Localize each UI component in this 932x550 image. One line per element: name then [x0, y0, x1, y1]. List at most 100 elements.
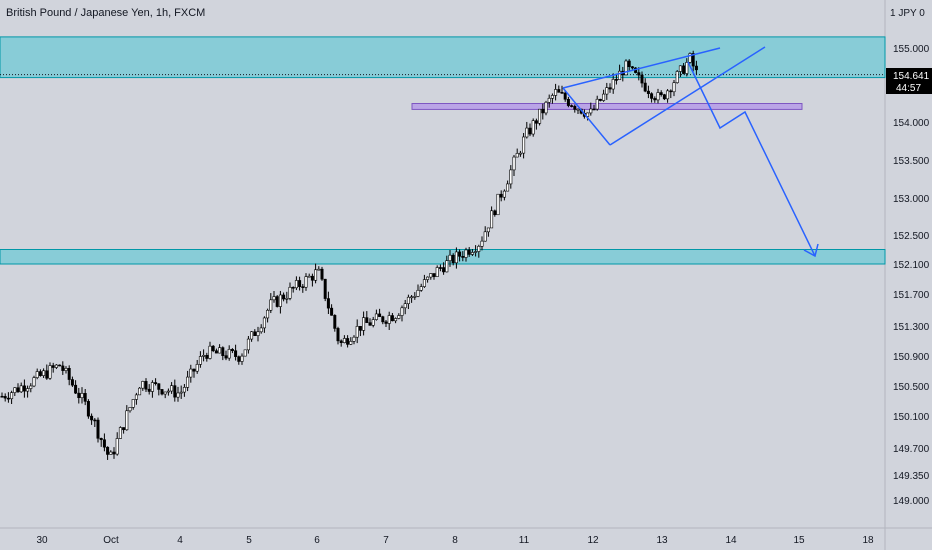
- candle-body: [160, 389, 164, 395]
- candle-body: [611, 79, 615, 90]
- candles-layer: [0, 50, 698, 460]
- candle-body: [90, 415, 94, 421]
- x-tick-label: 11: [519, 535, 530, 546]
- candle-body: [544, 101, 548, 114]
- candle-body: [438, 267, 442, 269]
- candle-body: [467, 249, 471, 255]
- candle-body: [608, 87, 612, 90]
- candle-body: [131, 399, 135, 408]
- candle-body: [454, 251, 458, 264]
- candle-body: [659, 92, 663, 95]
- x-tick-label: 8: [452, 535, 458, 546]
- candle-body: [317, 268, 321, 271]
- candle-body: [35, 371, 39, 378]
- x-axis: 30 Oct 4 5 6 7 8 11 12 13 14 15 18: [36, 535, 874, 546]
- candle-body: [173, 385, 177, 398]
- candle-body: [595, 98, 599, 110]
- candle-body: [643, 82, 647, 92]
- candle-body: [349, 341, 353, 345]
- candle-body: [486, 227, 490, 233]
- candle-body: [61, 365, 65, 371]
- candle-body: [67, 368, 71, 380]
- candle-body: [387, 315, 391, 324]
- x-tick-label: 5: [246, 535, 252, 546]
- candle-body: [182, 387, 186, 393]
- candle-body: [96, 419, 100, 439]
- candle-body: [134, 394, 138, 400]
- candle-body: [637, 72, 641, 76]
- candle-body: [22, 385, 26, 392]
- zone-0: [0, 36, 886, 79]
- candle-body: [422, 279, 426, 287]
- candle-body: [416, 289, 420, 297]
- currency-label: 1 JPY 0: [890, 8, 925, 19]
- x-tick-label: 18: [862, 535, 874, 546]
- candle-body: [576, 108, 580, 111]
- candle-body: [627, 60, 631, 67]
- candle-body: [640, 74, 644, 84]
- candle-body: [675, 71, 679, 84]
- candle-body: [406, 296, 410, 304]
- candle-body: [307, 275, 311, 278]
- candle-body: [522, 136, 526, 154]
- candle-body: [589, 108, 593, 114]
- candle-body: [512, 156, 516, 171]
- candle-body: [176, 392, 180, 398]
- candle-body: [170, 385, 174, 392]
- candle-body: [525, 127, 529, 138]
- candle-body: [506, 183, 510, 192]
- candle-body: [371, 319, 375, 326]
- candle-body: [573, 106, 577, 110]
- candle-body: [77, 392, 81, 399]
- candle-body: [669, 90, 673, 93]
- candle-body: [259, 327, 263, 333]
- y-tick-label: 149.700: [893, 444, 930, 455]
- candle-body: [624, 60, 628, 76]
- candle-body: [51, 365, 55, 368]
- candle-body: [320, 268, 324, 280]
- candle-body: [237, 356, 241, 362]
- candle-body: [560, 92, 564, 94]
- candle-body: [490, 210, 494, 229]
- candle-body: [3, 396, 7, 399]
- candle-body: [365, 317, 369, 323]
- candle-body: [384, 321, 388, 324]
- y-tick-label: 151.300: [893, 322, 930, 333]
- candle-body: [32, 377, 36, 387]
- candle-body: [426, 276, 430, 280]
- candle-body: [278, 294, 282, 307]
- candle-body: [240, 355, 244, 362]
- y-tick-label: 152.100: [893, 260, 930, 271]
- candle-body: [102, 439, 106, 448]
- projection-path: [687, 61, 816, 257]
- projection-arrowhead: [803, 243, 819, 258]
- candle-body: [566, 98, 570, 106]
- candle-body: [198, 356, 202, 365]
- candle-body: [691, 53, 695, 67]
- candle-body: [38, 371, 42, 376]
- candle-body: [493, 210, 497, 216]
- zone-1: [0, 249, 886, 265]
- candle-body: [106, 446, 110, 455]
- candle-body: [214, 350, 218, 354]
- y-tick-label: 152.500: [893, 231, 930, 242]
- candle-body: [262, 317, 266, 329]
- candle-body: [496, 193, 500, 216]
- candle-body: [547, 97, 551, 103]
- candle-body: [678, 65, 682, 72]
- candle-body: [541, 108, 545, 114]
- candle-body: [554, 89, 558, 96]
- candle-body: [666, 90, 670, 100]
- x-tick-label: 12: [587, 535, 599, 546]
- candle-body: [614, 79, 618, 81]
- candle-body: [323, 278, 327, 299]
- candle-body: [435, 267, 439, 277]
- candle-body: [26, 388, 30, 392]
- wedge-left-edge: [562, 87, 611, 146]
- candle-body: [477, 245, 481, 252]
- candle-body: [474, 251, 478, 253]
- candle-body: [355, 326, 359, 338]
- candle-body: [419, 286, 423, 291]
- x-tick-label: 6: [314, 535, 320, 546]
